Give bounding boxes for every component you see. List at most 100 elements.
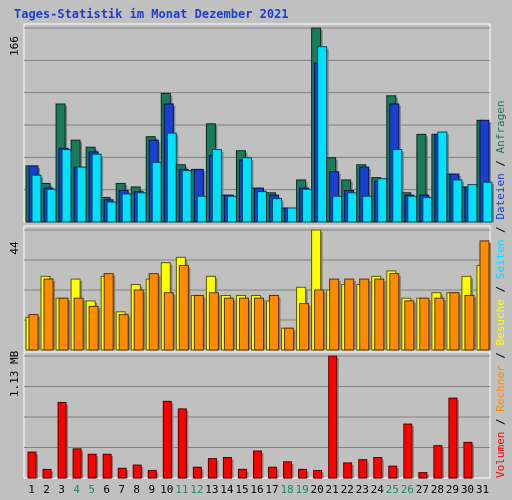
bar-volumen-day-4 <box>72 448 82 479</box>
bar-seiten-day-28 <box>437 131 448 223</box>
x-tick-label: 8 <box>133 483 140 496</box>
bar-volumen-day-26 <box>403 423 413 479</box>
bar-seiten-day-11 <box>181 170 192 223</box>
bar-seiten-day-6 <box>106 201 117 223</box>
y-max-label: 1.13 MB <box>8 350 21 397</box>
bar-rechner-day-29 <box>449 292 460 351</box>
bar-rechner-day-31 <box>479 240 490 351</box>
bar-volumen-day-1 <box>27 451 37 479</box>
bar-rechner-day-6 <box>103 273 114 351</box>
y-max-label: 166 <box>8 36 21 56</box>
bar-volumen-day-18 <box>283 461 293 479</box>
bar-rechner-day-25 <box>389 273 400 351</box>
bar-volumen-day-14 <box>222 456 232 479</box>
bar-volumen-day-2 <box>42 468 52 479</box>
bar-volumen-day-21 <box>328 355 338 479</box>
x-tick-label: 15 <box>235 483 248 496</box>
bar-seiten-day-2 <box>46 188 57 223</box>
bar-seiten-day-24 <box>377 178 388 223</box>
bar-seiten-day-13 <box>211 149 222 223</box>
bar-seiten-day-12 <box>196 195 207 223</box>
bar-seiten-day-31 <box>482 181 493 223</box>
x-tick-label: 12 <box>190 483 203 496</box>
panel-top: 166 <box>8 23 494 223</box>
bar-volumen-day-29 <box>448 397 458 479</box>
bar-seiten-day-15 <box>241 157 252 223</box>
bar-volumen-day-30 <box>463 441 473 479</box>
x-tick-label: 9 <box>148 483 155 496</box>
bar-seiten-day-21 <box>332 195 343 223</box>
chart-title: Tages-Statistik im Monat Dezember 2021 <box>14 7 289 21</box>
bar-seiten-day-14 <box>226 195 237 223</box>
x-tick-label: 7 <box>118 483 125 496</box>
bar-rechner-day-15 <box>238 297 249 351</box>
panel-middle: 44 <box>8 225 491 351</box>
bar-seiten-day-23 <box>362 195 373 223</box>
x-tick-label: 18 <box>280 483 293 496</box>
legend-item-dateien: Dateien <box>494 173 507 219</box>
bar-rechner-day-27 <box>419 297 430 351</box>
x-tick-label: 6 <box>103 483 110 496</box>
legend-item- /: / <box>494 412 507 432</box>
bar-seiten-day-8 <box>136 192 147 223</box>
bar-volumen-day-12 <box>192 466 202 479</box>
x-tick-label: 27 <box>416 483 429 496</box>
bar-rechner-day-30 <box>464 294 475 351</box>
bar-volumen-day-15 <box>237 468 247 479</box>
bar-seiten-day-7 <box>121 193 132 223</box>
bar-volumen-day-7 <box>117 467 127 479</box>
bar-rechner-day-5 <box>88 305 99 351</box>
bar-seiten-day-19 <box>302 188 313 223</box>
bar-seiten-day-25 <box>392 149 403 223</box>
bar-volumen-day-11 <box>177 408 187 479</box>
legend-item-volumen: Volumen <box>494 432 507 478</box>
legend-item-rechner: Rechner <box>494 365 507 412</box>
bar-seiten-day-30 <box>467 184 478 223</box>
bar-volumen-day-27 <box>418 472 428 479</box>
bar-volumen-day-6 <box>102 453 112 479</box>
bar-volumen-day-25 <box>388 465 398 479</box>
x-tick-label: 21 <box>326 483 339 496</box>
bar-rechner-day-10 <box>163 292 174 351</box>
bar-rechner-day-19 <box>299 303 310 351</box>
bar-volumen-day-20 <box>313 469 323 479</box>
bar-seiten-day-10 <box>166 132 177 223</box>
bar-rechner-day-17 <box>269 294 280 351</box>
bar-rechner-day-13 <box>208 292 219 351</box>
bar-seiten-day-1 <box>31 174 42 223</box>
bar-volumen-day-28 <box>433 445 443 479</box>
x-tick-label: 28 <box>431 483 444 496</box>
bar-seiten-day-22 <box>347 192 358 223</box>
bar-rechner-day-7 <box>118 314 129 351</box>
x-tick-label: 5 <box>88 483 95 496</box>
x-tick-label: 13 <box>205 483 218 496</box>
x-tick-label: 3 <box>58 483 65 496</box>
bar-seiten-day-9 <box>151 161 162 223</box>
x-tick-label: 25 <box>386 483 399 496</box>
bar-seiten-day-18 <box>287 207 298 223</box>
bar-volumen-day-13 <box>207 458 217 479</box>
bar-rechner-day-1 <box>28 314 39 351</box>
bar-rechner-day-20 <box>314 289 325 351</box>
bar-volumen-day-3 <box>57 401 67 479</box>
bar-rechner-day-9 <box>148 273 159 351</box>
x-tick-label: 26 <box>401 483 414 496</box>
bar-rechner-day-22 <box>344 278 355 351</box>
bar-volumen-day-17 <box>268 466 278 479</box>
legend-item-anfragen: Anfragen <box>494 100 507 153</box>
x-tick-label: 17 <box>265 483 278 496</box>
legend-item-besuche: Besuche <box>494 299 507 345</box>
bar-volumen-day-9 <box>147 469 157 479</box>
bar-seiten-day-4 <box>76 166 87 223</box>
legend-right: Volumen / Rechner / Besuche / Seiten / D… <box>494 100 507 478</box>
bar-rechner-day-21 <box>329 278 340 351</box>
bar-volumen-day-5 <box>87 453 97 479</box>
bar-rechner-day-11 <box>178 264 189 351</box>
bar-volumen-day-16 <box>252 450 262 479</box>
bar-rechner-day-28 <box>434 297 445 351</box>
legend-item-seiten: Seiten <box>494 240 507 280</box>
x-tick-label: 23 <box>356 483 369 496</box>
bar-volumen-day-23 <box>358 459 368 479</box>
bar-volumen-day-8 <box>132 464 142 479</box>
panel-bottom: 1.13 MB <box>8 350 491 479</box>
